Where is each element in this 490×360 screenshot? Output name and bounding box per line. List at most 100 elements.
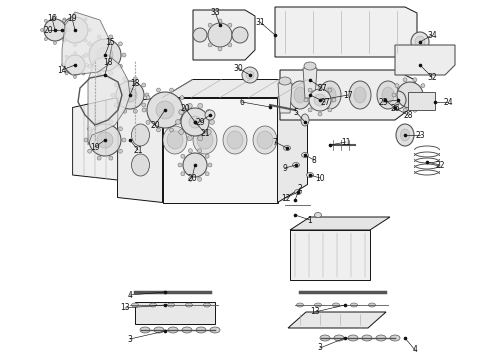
Ellipse shape	[114, 103, 118, 107]
Text: 6: 6	[240, 98, 245, 107]
Polygon shape	[290, 217, 390, 230]
Text: 16: 16	[47, 14, 57, 23]
Ellipse shape	[308, 88, 312, 92]
Ellipse shape	[318, 84, 322, 88]
Ellipse shape	[392, 93, 396, 97]
Text: 26: 26	[390, 104, 400, 112]
Ellipse shape	[228, 43, 232, 47]
Ellipse shape	[183, 153, 207, 177]
Ellipse shape	[88, 149, 92, 153]
Ellipse shape	[109, 35, 113, 39]
Ellipse shape	[208, 23, 232, 47]
Ellipse shape	[246, 71, 254, 79]
Ellipse shape	[142, 103, 146, 107]
Ellipse shape	[168, 327, 178, 333]
Ellipse shape	[119, 42, 122, 46]
Text: 7: 7	[272, 138, 277, 147]
Ellipse shape	[74, 44, 76, 46]
Text: 21: 21	[200, 129, 210, 138]
Ellipse shape	[218, 19, 222, 23]
Text: 19: 19	[90, 143, 100, 152]
Text: 13: 13	[120, 303, 130, 312]
Ellipse shape	[85, 63, 89, 67]
Text: 13: 13	[310, 307, 320, 316]
Text: 15: 15	[105, 37, 115, 46]
Ellipse shape	[133, 77, 137, 81]
Text: 20: 20	[180, 104, 190, 112]
Ellipse shape	[123, 77, 127, 81]
Ellipse shape	[63, 38, 66, 41]
Ellipse shape	[163, 126, 187, 154]
Ellipse shape	[193, 28, 207, 42]
Polygon shape	[278, 83, 292, 113]
Polygon shape	[163, 98, 277, 202]
Ellipse shape	[154, 327, 164, 333]
Ellipse shape	[294, 189, 301, 194]
Ellipse shape	[223, 126, 247, 154]
Ellipse shape	[41, 28, 44, 32]
Ellipse shape	[204, 33, 208, 37]
Text: 25: 25	[378, 98, 388, 107]
Ellipse shape	[180, 96, 184, 100]
Polygon shape	[277, 80, 308, 202]
Ellipse shape	[242, 67, 258, 83]
Text: 21: 21	[133, 145, 143, 154]
Ellipse shape	[184, 108, 188, 112]
Ellipse shape	[296, 303, 303, 307]
Ellipse shape	[197, 149, 202, 153]
Ellipse shape	[413, 108, 417, 112]
Text: 4: 4	[413, 346, 417, 355]
Ellipse shape	[289, 81, 311, 109]
Text: 3: 3	[318, 343, 322, 352]
Ellipse shape	[304, 98, 308, 102]
Ellipse shape	[122, 53, 126, 57]
Text: 12: 12	[281, 194, 291, 202]
Ellipse shape	[131, 303, 139, 307]
Ellipse shape	[253, 126, 277, 154]
Ellipse shape	[149, 303, 156, 307]
Polygon shape	[163, 80, 308, 98]
Ellipse shape	[65, 72, 68, 75]
Ellipse shape	[109, 120, 113, 124]
Ellipse shape	[354, 87, 366, 103]
Text: 4: 4	[127, 291, 132, 300]
Polygon shape	[280, 70, 415, 120]
Ellipse shape	[63, 39, 66, 42]
Ellipse shape	[293, 162, 299, 167]
Ellipse shape	[65, 55, 68, 58]
Ellipse shape	[188, 177, 193, 181]
Ellipse shape	[197, 177, 202, 181]
Ellipse shape	[133, 109, 137, 113]
Text: 20: 20	[150, 121, 160, 130]
Ellipse shape	[63, 19, 66, 22]
Polygon shape	[62, 12, 112, 75]
Text: 14: 14	[57, 66, 67, 75]
Text: 18: 18	[103, 58, 113, 67]
Ellipse shape	[188, 149, 193, 153]
Ellipse shape	[119, 149, 122, 153]
Ellipse shape	[390, 335, 400, 341]
Polygon shape	[275, 7, 417, 57]
Ellipse shape	[180, 120, 184, 124]
Ellipse shape	[179, 130, 184, 135]
Ellipse shape	[315, 303, 321, 307]
Ellipse shape	[123, 109, 127, 113]
Ellipse shape	[328, 108, 332, 112]
Ellipse shape	[109, 71, 113, 75]
Ellipse shape	[88, 42, 92, 46]
Ellipse shape	[395, 84, 399, 87]
Ellipse shape	[203, 303, 211, 307]
Ellipse shape	[119, 127, 122, 131]
Ellipse shape	[309, 89, 331, 111]
Ellipse shape	[294, 87, 306, 103]
Ellipse shape	[318, 112, 322, 116]
Ellipse shape	[88, 127, 92, 131]
Ellipse shape	[88, 64, 92, 68]
Ellipse shape	[334, 335, 344, 341]
Ellipse shape	[421, 84, 425, 87]
Text: 10: 10	[315, 174, 325, 183]
Text: 1: 1	[308, 216, 313, 225]
Ellipse shape	[89, 39, 121, 71]
Ellipse shape	[382, 87, 394, 103]
Text: 3: 3	[127, 334, 132, 343]
